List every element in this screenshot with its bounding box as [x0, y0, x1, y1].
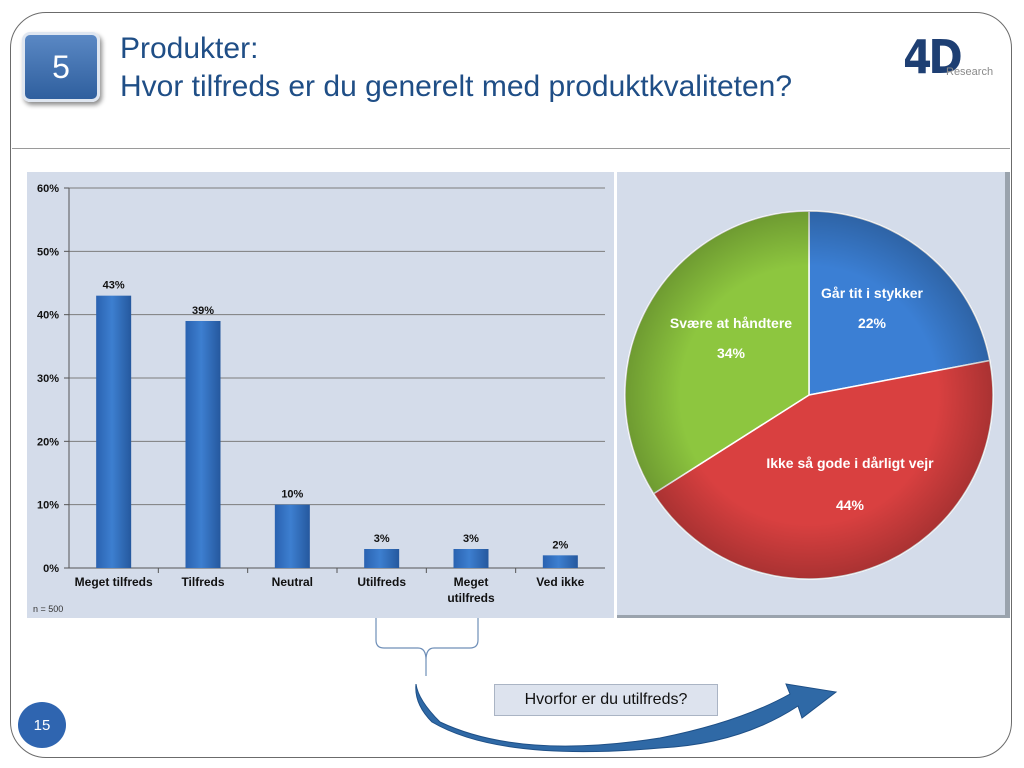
y-tick-label: 40%	[37, 310, 59, 322]
slide-title: Produkter: Hvor tilfreds er du generelt …	[120, 30, 792, 106]
data-label: 3%	[374, 533, 390, 545]
data-label: 43%	[103, 280, 125, 292]
x-tick-label: Utilfreds	[357, 575, 406, 589]
y-tick-label: 20%	[37, 436, 59, 448]
section-badge: 5	[22, 32, 100, 102]
title-line-2: Hvor tilfreds er du generelt med produkt…	[120, 70, 793, 103]
bar	[542, 555, 578, 568]
data-label: 10%	[281, 489, 303, 501]
pie-chart-panel: Går tit i stykker 22% Ikke så gode i dårli…	[617, 172, 1010, 618]
y-tick-label: 0%	[43, 563, 59, 575]
logo-mark: 4D	[903, 30, 963, 84]
company-logo: 4D Research	[900, 30, 1000, 110]
sample-size-note: n = 500	[33, 604, 63, 614]
slice-value-label: 44%	[836, 497, 865, 513]
bar	[185, 321, 221, 568]
bar	[453, 549, 489, 568]
title-line-1: Produkter:	[120, 32, 259, 65]
slice-value-label: 22%	[858, 315, 887, 331]
curved-arrow	[415, 683, 838, 753]
y-tick-label: 60%	[37, 183, 59, 195]
pie-chart: Går tit i stykker 22% Ikke så gode i dårli…	[624, 210, 994, 580]
x-tick-label: utilfreds	[447, 591, 495, 605]
x-tick-label: Ved ikke	[536, 575, 584, 589]
bar	[96, 295, 132, 568]
bar-chart: 0% 10% 20% 30% 40% 50% 60% 43% Meget tilfreds 39%…	[33, 183, 605, 614]
page-number: 15	[18, 702, 66, 748]
slice-label: Går tit i stykker	[821, 285, 923, 301]
bracket-line	[375, 618, 479, 676]
y-tick-label: 50%	[37, 246, 59, 258]
y-tick-label: 30%	[37, 373, 59, 385]
bar	[364, 549, 400, 568]
slice-value-label: 34%	[717, 345, 746, 361]
x-tick-label: Meget tilfreds	[75, 575, 153, 589]
bar	[274, 504, 310, 568]
data-label: 3%	[463, 533, 479, 545]
x-tick-label: Neutral	[272, 575, 313, 589]
slice-label: Ikke så gode i dårligt vejr	[766, 455, 934, 471]
data-label: 2%	[552, 539, 568, 551]
bar-chart-panel: 0% 10% 20% 30% 40% 50% 60% 43% Meget tilfreds 39%…	[27, 172, 614, 618]
data-label: 39%	[192, 305, 214, 317]
x-tick-label: Tilfreds	[181, 575, 224, 589]
title-divider	[12, 148, 1010, 149]
pie-shading	[625, 211, 993, 579]
y-tick-label: 10%	[37, 500, 59, 512]
follow-up-question: Hvorfor er du utilfreds?	[494, 684, 718, 716]
logo-subtext: Research	[946, 66, 994, 78]
x-tick-label: Meget	[454, 575, 489, 589]
slice-label: Svære at håndtere	[670, 315, 792, 331]
